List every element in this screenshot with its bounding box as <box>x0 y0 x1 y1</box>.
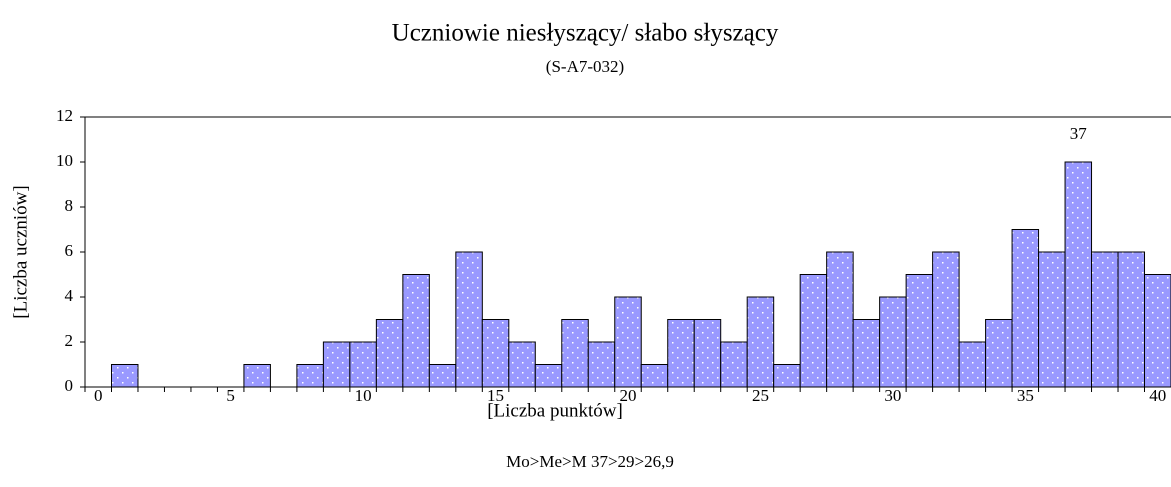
bar <box>773 364 801 388</box>
x-tick-label: 35 <box>1017 386 1034 405</box>
bar <box>587 341 616 388</box>
y-tick-label: 4 <box>65 286 74 305</box>
y-tick-label: 12 <box>56 106 73 125</box>
x-tick-label: 30 <box>884 386 901 405</box>
x-tick-label: 5 <box>226 386 235 405</box>
bar <box>905 274 934 388</box>
bar <box>1144 274 1171 388</box>
bar <box>561 319 589 388</box>
chart-title: Uczniowie niesłyszący/ słabo słyszący <box>392 20 779 47</box>
bar <box>508 341 536 388</box>
y-tick-label: 8 <box>65 196 74 215</box>
bar <box>826 251 854 388</box>
bar <box>614 296 642 388</box>
bar <box>879 296 907 388</box>
y-tick-label: 10 <box>56 151 73 170</box>
bar <box>852 319 881 388</box>
x-tick-label: 40 <box>1149 386 1166 405</box>
y-tick-label: 2 <box>65 331 74 350</box>
bar <box>932 251 960 388</box>
bar <box>402 274 430 388</box>
bar <box>1011 229 1040 388</box>
x-tick-label: 20 <box>620 386 637 405</box>
y-tick-label: 0 <box>65 376 74 395</box>
y-tick-label: 6 <box>65 241 74 260</box>
x-tick-label: 10 <box>355 386 372 405</box>
bar <box>1064 161 1093 388</box>
bar <box>428 364 457 388</box>
bar <box>985 319 1013 388</box>
y-axis-label: [Liczba uczniów] <box>10 185 31 318</box>
bar <box>958 341 987 388</box>
x-tick-label: 15 <box>487 386 504 405</box>
bar <box>746 296 775 388</box>
x-tick-label: 0 <box>94 386 103 405</box>
bar <box>349 341 377 388</box>
bar <box>640 364 669 388</box>
annotation: 37 <box>1070 124 1088 143</box>
bar <box>1091 251 1119 388</box>
bar <box>693 319 722 388</box>
bar <box>799 274 828 388</box>
bar <box>296 364 324 388</box>
note: Mo>Me>M 37>29>26,9 <box>506 452 674 471</box>
bar <box>455 251 483 388</box>
bar <box>110 364 139 388</box>
bar <box>667 319 695 388</box>
bar <box>1117 251 1146 388</box>
bar <box>375 319 404 388</box>
x-tick-label: 25 <box>752 386 769 405</box>
bar <box>534 364 563 388</box>
bar <box>1038 251 1066 388</box>
bar <box>243 364 271 388</box>
x-axis-label: [Liczba punktów] <box>487 400 623 421</box>
bar <box>720 341 748 388</box>
bar <box>481 319 510 388</box>
chart-subtitle: (S-A7-032) <box>546 57 624 76</box>
bar <box>322 341 351 388</box>
